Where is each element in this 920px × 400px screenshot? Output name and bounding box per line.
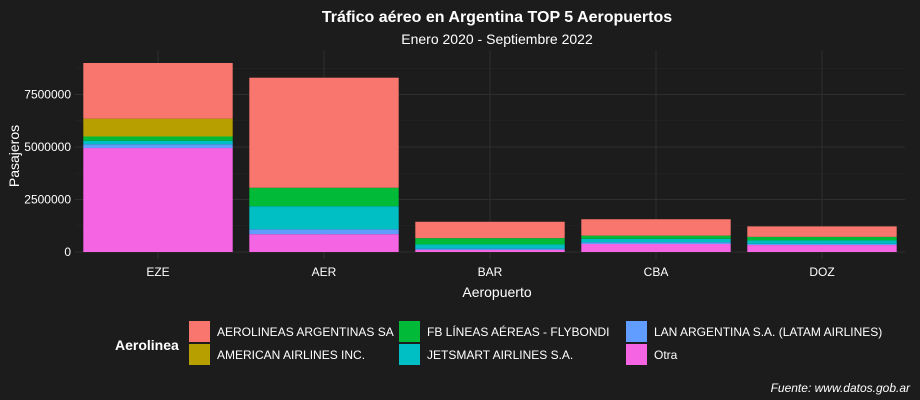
bar-segment-eze	[83, 144, 233, 149]
bar-segment-bar	[415, 249, 565, 252]
bar-segment-doz	[747, 245, 897, 252]
bar-segment-aer	[249, 234, 399, 252]
bar-segment-doz	[747, 240, 897, 244]
legend-label: AMERICAN AIRLINES INC.	[217, 348, 365, 362]
legend-label: LAN ARGENTINA S.A. (LATAM AIRLINES)	[654, 325, 882, 339]
bar-segment-bar	[415, 248, 565, 250]
bar-segment-cba	[581, 242, 731, 245]
legend-label: FB LÍNEAS AÉREAS - FLYBONDI	[427, 324, 610, 339]
chart-caption: Fuente: www.datos.gob.ar	[771, 381, 911, 395]
y-tick-label: 0	[64, 245, 71, 259]
bar-segment-aer	[249, 206, 399, 230]
bar-segment-aer	[249, 77, 399, 188]
legend-label: Otra	[654, 348, 678, 362]
bar-segment-bar	[415, 238, 565, 245]
bar-segment-eze	[83, 140, 233, 145]
legend-swatch	[399, 344, 420, 365]
x-tick-label: AER	[312, 265, 337, 279]
chart-subtitle: Enero 2020 - Septiembre 2022	[401, 31, 593, 47]
bar-segment-aer	[249, 187, 399, 207]
y-tick-label: 5000000	[24, 140, 71, 154]
bar-segment-bar	[415, 244, 565, 249]
y-axis-ticks: 0 2500000 5000000 7500000	[24, 88, 71, 260]
legend-label: AEROLINEAS ARGENTINAS SA	[217, 325, 394, 339]
x-axis-title: Aeropuerto	[462, 284, 531, 300]
legend-title: Aerolinea	[115, 337, 179, 353]
bar-segment-doz	[747, 226, 897, 237]
bar-segment-cba	[581, 235, 731, 239]
legend-swatch	[189, 321, 210, 342]
x-tick-label: CBA	[644, 265, 669, 279]
chart-title: Tráfico aéreo en Argentina TOP 5 Aeropue…	[322, 9, 672, 26]
bar-segment-doz	[747, 236, 897, 241]
legend-label: JETSMART AIRLINES S.A.	[427, 348, 573, 362]
bar-segment-doz	[747, 243, 897, 246]
legend-swatch	[626, 321, 647, 342]
x-axis-ticks: EZE AER BAR CBA DOZ	[146, 265, 834, 279]
bar-segment-bar	[415, 221, 565, 239]
bar-segment-eze	[83, 118, 233, 137]
y-tick-label: 7500000	[24, 88, 71, 102]
x-tick-label: DOZ	[809, 265, 834, 279]
legend-swatch	[189, 344, 210, 365]
legend: AEROLINEAS ARGENTINAS SA AMERICAN AIRLINE…	[189, 321, 882, 365]
bar-segment-cba	[581, 238, 731, 243]
y-axis-title: Pasajeros	[6, 125, 22, 187]
bar-segment-cba	[581, 219, 731, 236]
y-tick-label: 2500000	[24, 193, 71, 207]
bar-segment-cba	[581, 244, 731, 252]
bar-segment-eze	[83, 136, 233, 141]
bar-segment-eze	[83, 63, 233, 119]
x-tick-label: EZE	[146, 265, 169, 279]
bar-segment-eze	[83, 148, 233, 252]
x-tick-label: BAR	[478, 265, 503, 279]
legend-swatch	[399, 321, 420, 342]
bar-segment-aer	[249, 229, 399, 235]
legend-swatch	[626, 344, 647, 365]
bars	[83, 63, 897, 252]
